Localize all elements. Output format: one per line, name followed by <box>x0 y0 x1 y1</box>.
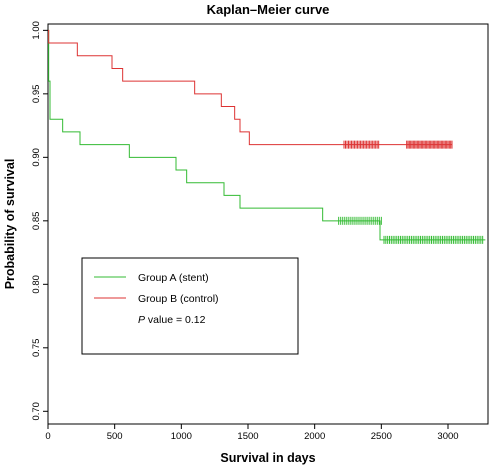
y-tick-label: 0.95 <box>31 85 42 104</box>
y-axis-label: Probability of survival <box>3 159 17 290</box>
y-tick-label: 0.90 <box>31 148 42 167</box>
p-value-text: value = 0.12 <box>145 314 206 326</box>
y-tick-label: 0.85 <box>31 212 42 231</box>
x-tick-label: 3000 <box>437 431 458 442</box>
y-tick-label: 0.75 <box>31 339 42 358</box>
series-group-a <box>48 29 486 244</box>
series-group-b <box>48 29 453 149</box>
survival-step-line <box>48 29 486 241</box>
survival-step-line <box>48 29 452 146</box>
chart-title: Kaplan–Meier curve <box>207 2 330 17</box>
series-layer <box>48 29 486 244</box>
y-axis: 0.70 0.75 0.80 0.85 0.90 0.95 1.00 <box>31 21 48 421</box>
p-value-annotation: P value = 0.12 <box>138 314 206 326</box>
legend: Group A (stent) Group B (control) P valu… <box>81 257 299 355</box>
legend-label-group-b: Group B (control) <box>138 293 219 305</box>
x-tick-label: 500 <box>107 431 123 442</box>
x-axis: 0 500 1000 1500 2000 2500 3000 <box>45 424 459 442</box>
y-tick-label: 0.80 <box>31 275 42 294</box>
legend-label-group-a: Group A (stent) <box>138 272 209 284</box>
x-tick-label: 1000 <box>171 431 192 442</box>
p-value-symbol: P <box>138 314 145 326</box>
y-tick-label: 0.70 <box>31 402 42 421</box>
x-tick-label: 2000 <box>304 431 325 442</box>
x-tick-label: 0 <box>45 431 50 442</box>
x-tick-label: 2500 <box>371 431 392 442</box>
x-axis-label: Survival in days <box>220 451 315 465</box>
plot-frame <box>47 23 489 425</box>
x-tick-label: 1500 <box>237 431 258 442</box>
y-tick-label: 1.00 <box>31 21 42 39</box>
legend-box <box>81 257 299 355</box>
